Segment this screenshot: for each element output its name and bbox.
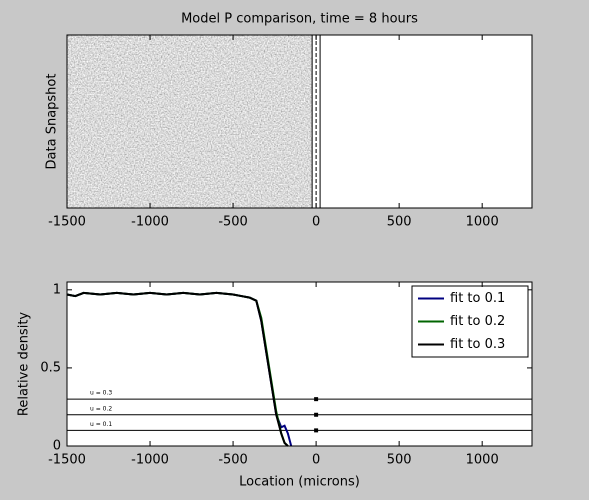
x-tick-label: -500 <box>218 215 248 230</box>
threshold-label: u = 0.3 <box>90 390 112 397</box>
y-tick-label: 0 <box>53 439 61 454</box>
x-tick-label: -1500 <box>48 215 86 230</box>
y-tick-label: 0.5 <box>40 360 61 375</box>
y-tick-label: 1 <box>53 282 61 297</box>
marker <box>314 412 319 417</box>
legend-label: fit to 0.2 <box>450 314 505 329</box>
series-line <box>66 291 289 447</box>
y-axis-label: Data Snapshot <box>45 74 60 170</box>
marker <box>314 428 319 433</box>
x-axis-label: Location (microns) <box>239 475 360 490</box>
marker <box>314 397 319 402</box>
x-tick-label: 0 <box>312 215 320 230</box>
legend-label: fit to 0.1 <box>450 291 505 306</box>
x-tick-label: -1000 <box>131 215 169 230</box>
legend-label: fit to 0.3 <box>450 337 505 352</box>
threshold-label: u = 0.2 <box>90 405 112 412</box>
x-tick-label: -1000 <box>131 453 169 468</box>
threshold-label: u = 0.1 <box>90 421 112 428</box>
axes-frame <box>66 34 533 209</box>
chart-title: Model P comparison, time = 8 hours <box>181 12 418 27</box>
snapshot-image <box>67 35 313 208</box>
y-axis-label: Relative density <box>17 312 32 417</box>
axes-frame <box>66 281 533 447</box>
x-tick-label: 0 <box>312 453 320 468</box>
x-tick-label: 1000 <box>466 453 499 468</box>
x-tick-label: 500 <box>387 215 412 230</box>
x-tick-label: 500 <box>387 453 412 468</box>
x-tick-label: -1500 <box>48 453 86 468</box>
x-tick-label: -500 <box>218 453 248 468</box>
x-tick-label: 1000 <box>466 215 499 230</box>
